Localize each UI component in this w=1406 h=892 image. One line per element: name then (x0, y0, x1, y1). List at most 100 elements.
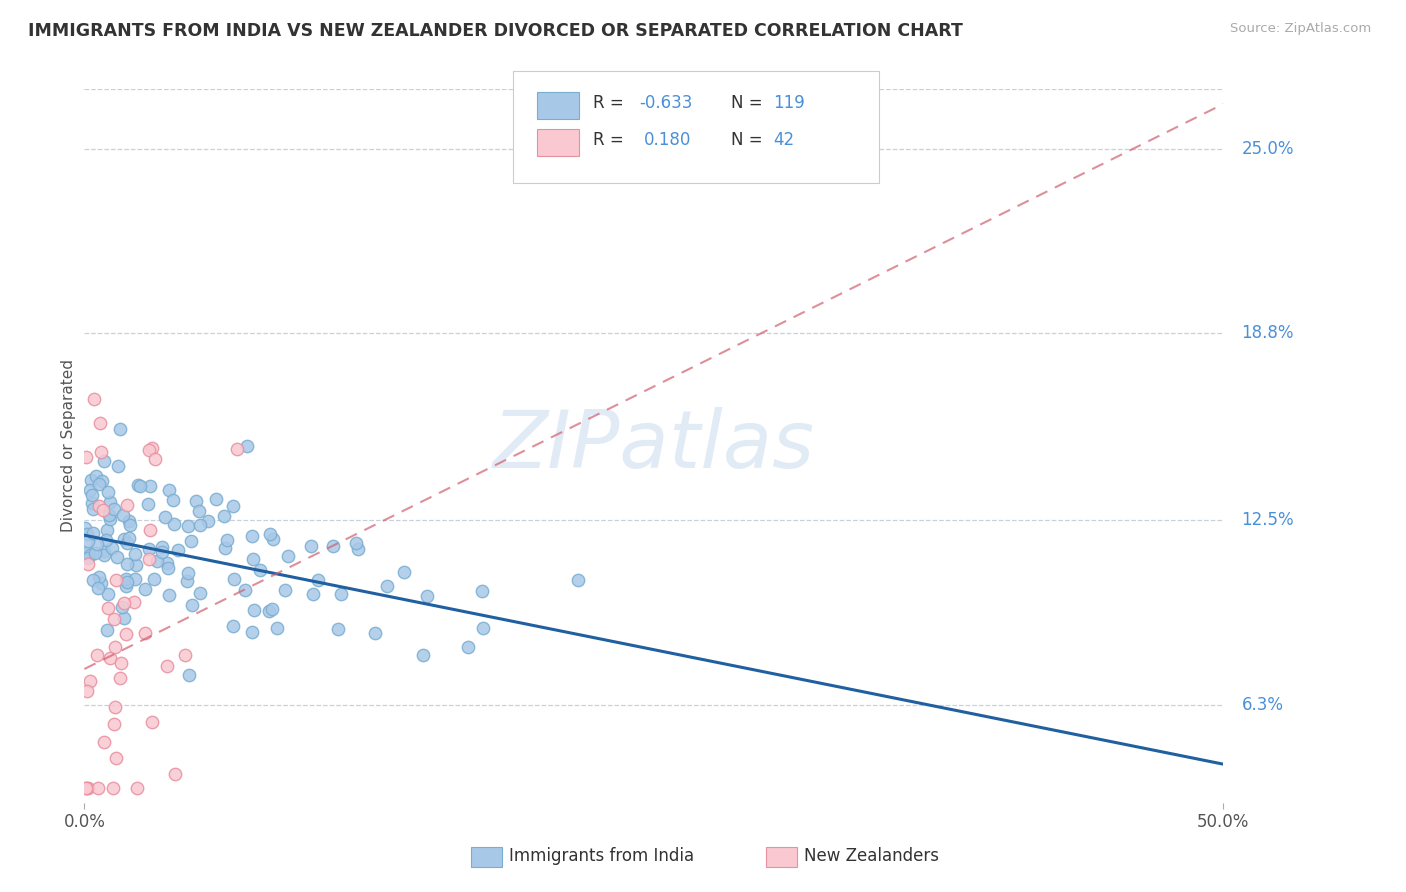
Point (240, 529, 263, 543)
Point (243, 603, 266, 617)
Text: R =: R = (593, 94, 630, 112)
Point (86, 537, 108, 551)
Point (156, 561, 179, 575)
Point (90, 445, 112, 459)
Point (181, 598, 204, 612)
Point (259, 526, 281, 541)
Point (108, 671, 131, 685)
Point (84, 546, 107, 560)
Point (472, 621, 495, 635)
Point (124, 572, 146, 586)
Point (307, 573, 329, 587)
Point (138, 541, 160, 556)
Point (224, 572, 246, 586)
Point (82, 502, 104, 516)
Point (77, 780, 100, 795)
Point (114, 572, 136, 586)
Point (262, 532, 284, 546)
Point (77, 558, 100, 572)
Text: R =: R = (593, 131, 630, 149)
Point (80, 488, 103, 502)
Point (262, 602, 284, 616)
Point (567, 573, 589, 587)
Point (249, 563, 271, 577)
Point (129, 478, 152, 492)
Point (89, 570, 111, 584)
Point (117, 498, 139, 512)
Point (274, 583, 297, 598)
Point (302, 587, 325, 601)
Point (176, 574, 198, 589)
Point (96, 623, 118, 637)
Point (98, 495, 121, 509)
Text: Source: ZipAtlas.com: Source: ZipAtlas.com (1230, 22, 1371, 36)
Y-axis label: Divorced or Separated: Divorced or Separated (60, 359, 76, 533)
Point (115, 627, 138, 641)
Point (118, 531, 141, 545)
Point (87, 582, 110, 596)
Point (97, 600, 120, 615)
Point (134, 582, 156, 596)
Point (79, 673, 101, 688)
Point (107, 458, 129, 473)
Point (80, 473, 103, 487)
Point (115, 575, 138, 590)
Point (76, 527, 98, 541)
Point (236, 439, 259, 453)
Point (97, 485, 120, 500)
Text: IMMIGRANTS FROM INDIA VS NEW ZEALANDER DIVORCED OR SEPARATED CORRELATION CHART: IMMIGRANTS FROM INDIA VS NEW ZEALANDER D… (28, 22, 963, 40)
Point (84, 468, 107, 483)
Point (197, 514, 219, 528)
Point (471, 584, 494, 599)
Point (93, 549, 115, 563)
Point (412, 648, 434, 662)
Point (93, 735, 115, 749)
Point (364, 626, 387, 640)
Point (76, 683, 98, 698)
Point (134, 625, 156, 640)
Point (215, 533, 238, 547)
Text: ZIPatlas: ZIPatlas (492, 407, 815, 485)
Point (173, 648, 195, 663)
Point (94, 533, 117, 547)
Point (240, 624, 263, 639)
Point (105, 573, 128, 587)
Point (91, 503, 114, 517)
Point (120, 518, 142, 533)
Point (167, 542, 190, 557)
Point (127, 780, 149, 795)
Point (122, 595, 145, 609)
Point (86, 648, 108, 662)
Point (214, 541, 236, 555)
Point (188, 518, 211, 533)
Point (117, 557, 139, 571)
Point (82, 573, 104, 587)
Point (266, 621, 288, 635)
Point (375, 579, 398, 593)
Point (100, 541, 122, 555)
Point (75, 521, 97, 535)
Point (141, 715, 163, 730)
Point (75, 450, 97, 464)
Point (77, 534, 100, 549)
Point (79, 548, 101, 562)
Point (162, 493, 184, 508)
Point (103, 716, 125, 731)
Point (344, 536, 367, 550)
Point (141, 441, 163, 455)
Point (299, 540, 322, 554)
Point (322, 539, 344, 553)
Point (75, 780, 97, 795)
Point (392, 565, 415, 579)
Text: 25.0%: 25.0% (1241, 140, 1294, 158)
Point (104, 699, 127, 714)
Point (98, 651, 121, 665)
Point (277, 549, 299, 563)
Point (112, 611, 135, 625)
Point (139, 479, 162, 493)
Point (89, 416, 111, 430)
Text: 6.3%: 6.3% (1241, 696, 1284, 714)
Point (204, 491, 226, 506)
Point (177, 667, 200, 681)
Point (124, 548, 146, 562)
